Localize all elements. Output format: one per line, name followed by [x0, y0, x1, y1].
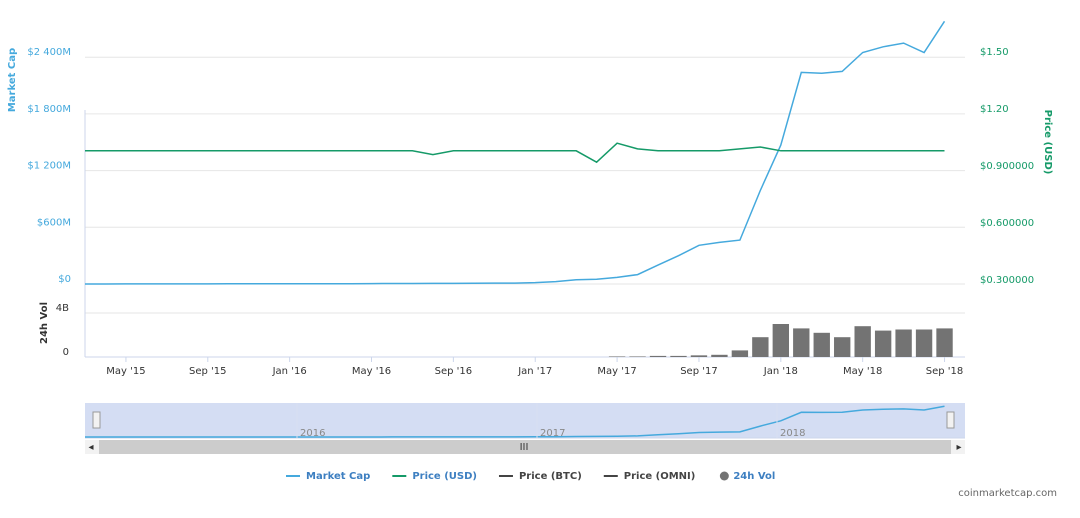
x-tick-label: May '16 — [352, 366, 391, 377]
y3-axis-title: 24h Vol — [39, 302, 50, 344]
scroll-right[interactable]: ▸ — [956, 442, 961, 453]
y2-tick-label: $1.50 — [980, 47, 1009, 58]
volume-bar — [649, 355, 667, 357]
volume-bar — [772, 324, 789, 357]
x-tick-label: Jan '18 — [763, 366, 798, 377]
credit[interactable]: coinmarketcap.com — [958, 488, 1057, 499]
navigator-line — [85, 405, 945, 438]
legend-label[interactable]: Price (OMNI) — [624, 471, 696, 482]
volume-bar — [854, 326, 871, 357]
volume-bar — [813, 332, 830, 357]
x-tick-label: Sep '18 — [926, 366, 964, 377]
x-tick-label: May '15 — [106, 366, 145, 377]
y3-tick-label: 4B — [56, 303, 69, 314]
volume-bar — [731, 350, 749, 357]
x-tick-label: Sep '17 — [680, 366, 718, 377]
legend-label[interactable]: Price (BTC) — [519, 471, 582, 482]
series-line — [85, 20, 946, 285]
y2-tick-label: $0.900000 — [980, 161, 1034, 172]
volume-bar — [915, 329, 933, 357]
volume-bar — [793, 328, 810, 357]
legend-label[interactable]: Price (USD) — [412, 471, 477, 482]
x-tick-label: May '17 — [597, 366, 636, 377]
volume-bar — [629, 356, 646, 357]
navigator-label: 2018 — [780, 428, 805, 439]
volume-bar — [895, 329, 912, 357]
navigator-selection[interactable] — [85, 403, 965, 438]
y2-tick-label: $0.300000 — [980, 275, 1034, 286]
volume-bar — [711, 354, 728, 357]
volume-bar — [834, 337, 851, 357]
y-tick-label: $2 400M — [27, 47, 71, 58]
volume-bar — [752, 337, 769, 357]
y2-axis-title: Price (USD) — [1042, 110, 1053, 175]
y2-tick-label: $0.600000 — [980, 218, 1034, 229]
scroll-grip[interactable]: III — [520, 442, 529, 453]
navigator-label: 2017 — [540, 428, 565, 439]
y-tick-label: $600M — [37, 217, 71, 228]
x-tick-label: May '18 — [843, 366, 882, 377]
volume-bar — [690, 355, 708, 357]
x-tick-label: Jan '17 — [517, 366, 552, 377]
volume-bar — [670, 355, 687, 357]
navigator-handle[interactable] — [92, 411, 101, 429]
legend-label[interactable]: Market Cap — [306, 471, 370, 482]
navigator-label: 2016 — [300, 428, 325, 439]
y-tick-label: $0 — [58, 274, 71, 285]
y-axis-title: Market Cap — [7, 48, 18, 112]
scroll-left[interactable]: ◂ — [88, 442, 93, 453]
x-tick-label: Sep '15 — [189, 366, 227, 377]
volume-bar — [936, 328, 953, 357]
y-tick-label: $1 800M — [27, 104, 71, 115]
y-tick-label: $1 200M — [27, 161, 71, 172]
y2-tick-label: $1.20 — [980, 104, 1009, 115]
navigator-handle[interactable] — [946, 411, 955, 429]
legend-symbol — [719, 471, 729, 481]
x-tick-label: Sep '16 — [435, 366, 473, 377]
volume-bar — [608, 356, 626, 357]
x-tick-label: Jan '16 — [272, 366, 307, 377]
volume-bar — [874, 330, 892, 357]
legend-label[interactable]: 24h Vol — [733, 471, 775, 482]
y3-tick-label: 0 — [63, 347, 69, 358]
scrollbar-thumb[interactable] — [99, 440, 951, 454]
series-line — [85, 142, 945, 164]
